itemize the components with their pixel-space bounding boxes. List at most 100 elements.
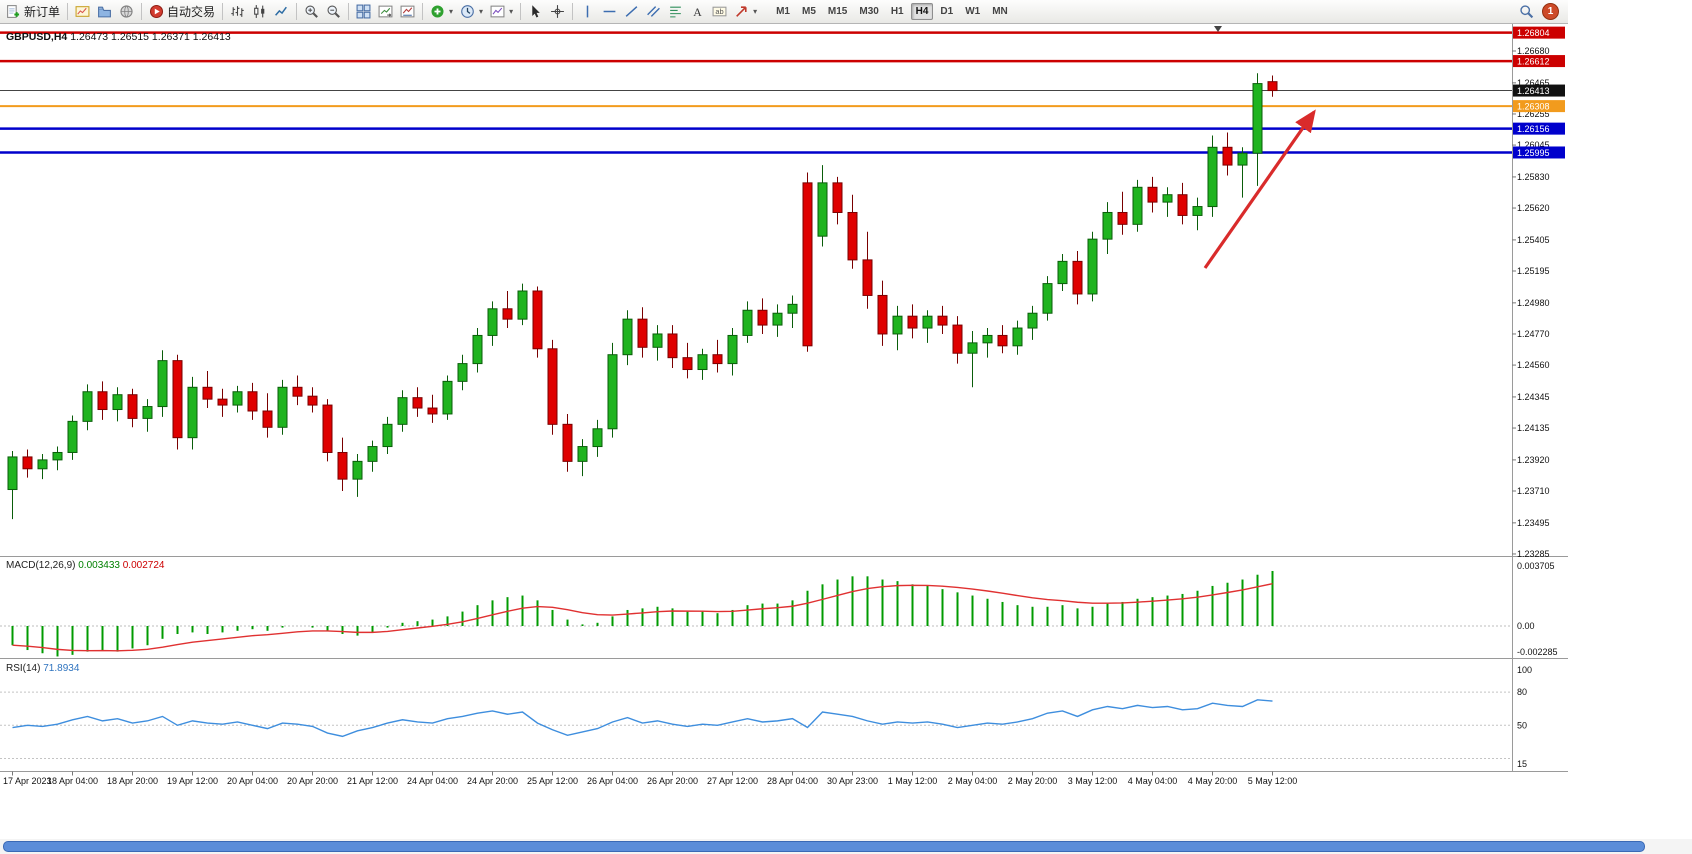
bar-chart-button[interactable]	[227, 2, 248, 22]
indicators-button[interactable]: ▾	[427, 2, 456, 22]
toolbar-separator	[348, 3, 350, 20]
rsi-line	[12, 699, 1273, 738]
scrollbar-thumb[interactable]	[3, 841, 1645, 852]
notification-badge[interactable]: 1	[1542, 3, 1559, 20]
shapes-icon	[734, 4, 749, 19]
svg-text:1.26612: 1.26612	[1517, 57, 1550, 67]
line-chart-button[interactable]	[271, 2, 292, 22]
svg-text:20 Apr 20:00: 20 Apr 20:00	[287, 776, 338, 786]
zoom-in-button[interactable]	[301, 2, 322, 22]
svg-text:20 Apr 04:00: 20 Apr 04:00	[227, 776, 278, 786]
market-watch-icon	[119, 4, 134, 19]
timeframe-w1-button[interactable]: W1	[960, 3, 985, 20]
price-tag-1.26612: 1.26612	[1513, 55, 1565, 68]
horizontal-scrollbar[interactable]	[0, 839, 1692, 854]
timeframe-d1-button[interactable]: D1	[935, 3, 958, 20]
chart-shift-button[interactable]	[375, 2, 396, 22]
periods-button[interactable]: ▾	[457, 2, 486, 22]
price-tag-1.26308: 1.26308	[1513, 100, 1565, 113]
svg-text:19 Apr 12:00: 19 Apr 12:00	[167, 776, 218, 786]
toolbar-separator	[520, 3, 522, 20]
svg-text:2 May 04:00: 2 May 04:00	[948, 776, 998, 786]
autotrading-label: 自动交易	[167, 5, 216, 19]
svg-text:1.24770: 1.24770	[1517, 329, 1550, 339]
dropdown-arrow-icon: ▾	[509, 7, 514, 16]
crosshair-icon	[550, 4, 565, 19]
svg-text:26 Apr 04:00: 26 Apr 04:00	[587, 776, 638, 786]
bar-marker-triangle	[1214, 26, 1222, 32]
rsi-label: RSI(14) 71.8934	[6, 663, 80, 674]
indicators-icon	[430, 4, 445, 19]
label-button[interactable]: ab	[709, 2, 730, 22]
autotrading-icon	[149, 4, 164, 19]
new-order-icon	[6, 4, 21, 19]
svg-text:1.26045: 1.26045	[1517, 140, 1550, 150]
fibonacci-button[interactable]	[665, 2, 686, 22]
svg-text:1.25405: 1.25405	[1517, 235, 1550, 245]
toolbar-separator	[296, 3, 298, 20]
search-icon	[1519, 4, 1534, 19]
search-button[interactable]	[1516, 2, 1537, 22]
label-icon: ab	[712, 4, 727, 19]
dropdown-arrow-icon: ▾	[753, 7, 758, 16]
channel-button[interactable]	[643, 2, 664, 22]
toolbar-separator	[572, 3, 574, 20]
svg-text:1 May 12:00: 1 May 12:00	[888, 776, 938, 786]
svg-text:1.24560: 1.24560	[1517, 360, 1550, 370]
price-tag-1.25995: 1.25995	[1513, 146, 1565, 159]
tile-windows-button[interactable]	[353, 2, 374, 22]
text-icon: A	[690, 4, 705, 19]
timeframe-m30-button[interactable]: M30	[854, 3, 883, 20]
svg-text:21 Apr 12:00: 21 Apr 12:00	[347, 776, 398, 786]
svg-text:26 Apr 20:00: 26 Apr 20:00	[647, 776, 698, 786]
crosshair-button[interactable]	[547, 2, 568, 22]
trendline-icon	[624, 4, 639, 19]
autoscroll-button[interactable]	[397, 2, 418, 22]
zoom-out-button[interactable]	[323, 2, 344, 22]
new-order-button[interactable]: 新订单	[3, 2, 63, 22]
svg-text:24 Apr 20:00: 24 Apr 20:00	[467, 776, 518, 786]
profiles-button[interactable]	[94, 2, 115, 22]
svg-text:3 May 12:00: 3 May 12:00	[1068, 776, 1118, 786]
horizontal-line-button[interactable]	[599, 2, 620, 22]
timeframe-h1-button[interactable]: H1	[886, 3, 909, 20]
timeframe-mn-button[interactable]: MN	[987, 3, 1013, 20]
chart-shift-icon	[378, 4, 393, 19]
timeframe-toolbar: M1 M5 M15 M30 H1 H4 D1 W1 MN	[771, 3, 1013, 20]
vertical-line-button[interactable]	[577, 2, 598, 22]
rsi-axis-label: 80	[1517, 687, 1527, 697]
svg-text:1.26308: 1.26308	[1517, 102, 1550, 112]
svg-text:18 Apr 04:00: 18 Apr 04:00	[47, 776, 98, 786]
svg-text:25 Apr 12:00: 25 Apr 12:00	[527, 776, 578, 786]
timeframe-m5-button[interactable]: M5	[797, 3, 821, 20]
cursor-button[interactable]	[525, 2, 546, 22]
market-watch-button[interactable]	[116, 2, 137, 22]
trendline-button[interactable]	[621, 2, 642, 22]
toolbar: 新订单 自动交易 ▾ ▾ ▾ A ab	[0, 0, 1568, 24]
svg-text:5 May 12:00: 5 May 12:00	[1248, 776, 1298, 786]
candles-layer	[7, 73, 1278, 520]
templates-button[interactable]: ▾	[487, 2, 516, 22]
timeframe-m15-button[interactable]: M15	[823, 3, 852, 20]
svg-text:1.26680: 1.26680	[1517, 46, 1550, 56]
svg-text:1.26156: 1.26156	[1517, 124, 1550, 134]
svg-text:1.23285: 1.23285	[1517, 549, 1550, 559]
new-chart-button[interactable]	[72, 2, 93, 22]
macd-label: MACD(12,26,9) 0.003433 0.002724	[6, 560, 165, 571]
text-button[interactable]: A	[687, 2, 708, 22]
horizontal-line-icon	[602, 4, 617, 19]
timeframe-m1-button[interactable]: M1	[771, 3, 795, 20]
periods-icon	[460, 4, 475, 19]
autotrading-button[interactable]: 自动交易	[146, 2, 218, 22]
svg-text:1.26465: 1.26465	[1517, 78, 1550, 88]
svg-text:ab: ab	[715, 7, 723, 16]
bar-chart-icon	[230, 4, 245, 19]
svg-text:1.23495: 1.23495	[1517, 518, 1550, 528]
profiles-icon	[97, 4, 112, 19]
candlestick-button[interactable]	[249, 2, 270, 22]
trend-arrow-annotation[interactable]	[1203, 109, 1316, 269]
chart-canvas[interactable]: MACD(12,26,9) 0.003433 0.002724 0.003705 0…	[0, 0, 1568, 854]
timeframe-h4-button[interactable]: H4	[910, 3, 934, 20]
shapes-button[interactable]: ▾	[731, 2, 760, 22]
macd-axis-label: 0.003705	[1517, 561, 1555, 571]
